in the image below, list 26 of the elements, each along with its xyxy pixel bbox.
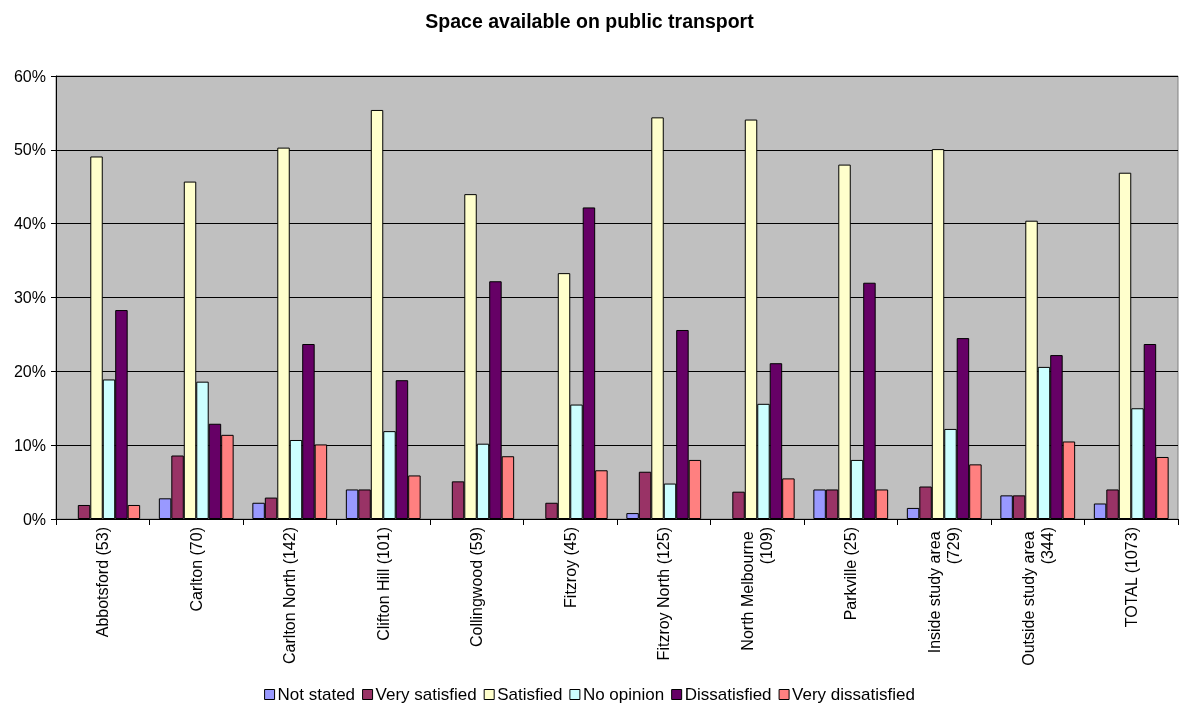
y-tick-label: 60% [13, 67, 46, 85]
x-tick-label: Carlton (70) [187, 527, 205, 612]
x-tick-label: Collingwood (59) [468, 527, 486, 648]
y-tick-label: 10% [13, 436, 46, 454]
x-tick-label: Outside study area (344) [1019, 527, 1056, 666]
x-tick-label: Clifton Hill (101) [374, 527, 392, 641]
x-tick-label: TOTAL (1073) [1122, 527, 1140, 628]
legend-label: No opinion [582, 685, 665, 704]
x-tick-label: Carlton North (142) [281, 527, 299, 664]
y-tick-label: 40% [13, 215, 46, 233]
y-tick-label: 30% [13, 289, 46, 306]
chart-title: Space available on public transport [425, 10, 755, 32]
legend-label: Not stated [277, 685, 356, 704]
x-tick-label: Parkville (25) [842, 527, 860, 621]
legend-label: Very satisfied [375, 685, 477, 704]
legend-label: Very dissatisfied [792, 685, 915, 704]
y-tick-label: 50% [13, 141, 46, 159]
x-tick-label: Inside study area (729) [926, 527, 963, 654]
x-tick-label: Fitzroy North (125) [655, 527, 673, 661]
x-tick-label: North Melbourne (109) [739, 527, 776, 651]
legend-label: Satisfied [497, 685, 563, 704]
legend-label: Dissatisfied [684, 685, 772, 704]
y-tick-label: 20% [13, 362, 46, 380]
x-tick-label: Abbotsford (53) [94, 527, 112, 638]
y-tick-label: 0% [22, 510, 46, 528]
x-tick-label: Fitzroy (45) [561, 527, 579, 608]
